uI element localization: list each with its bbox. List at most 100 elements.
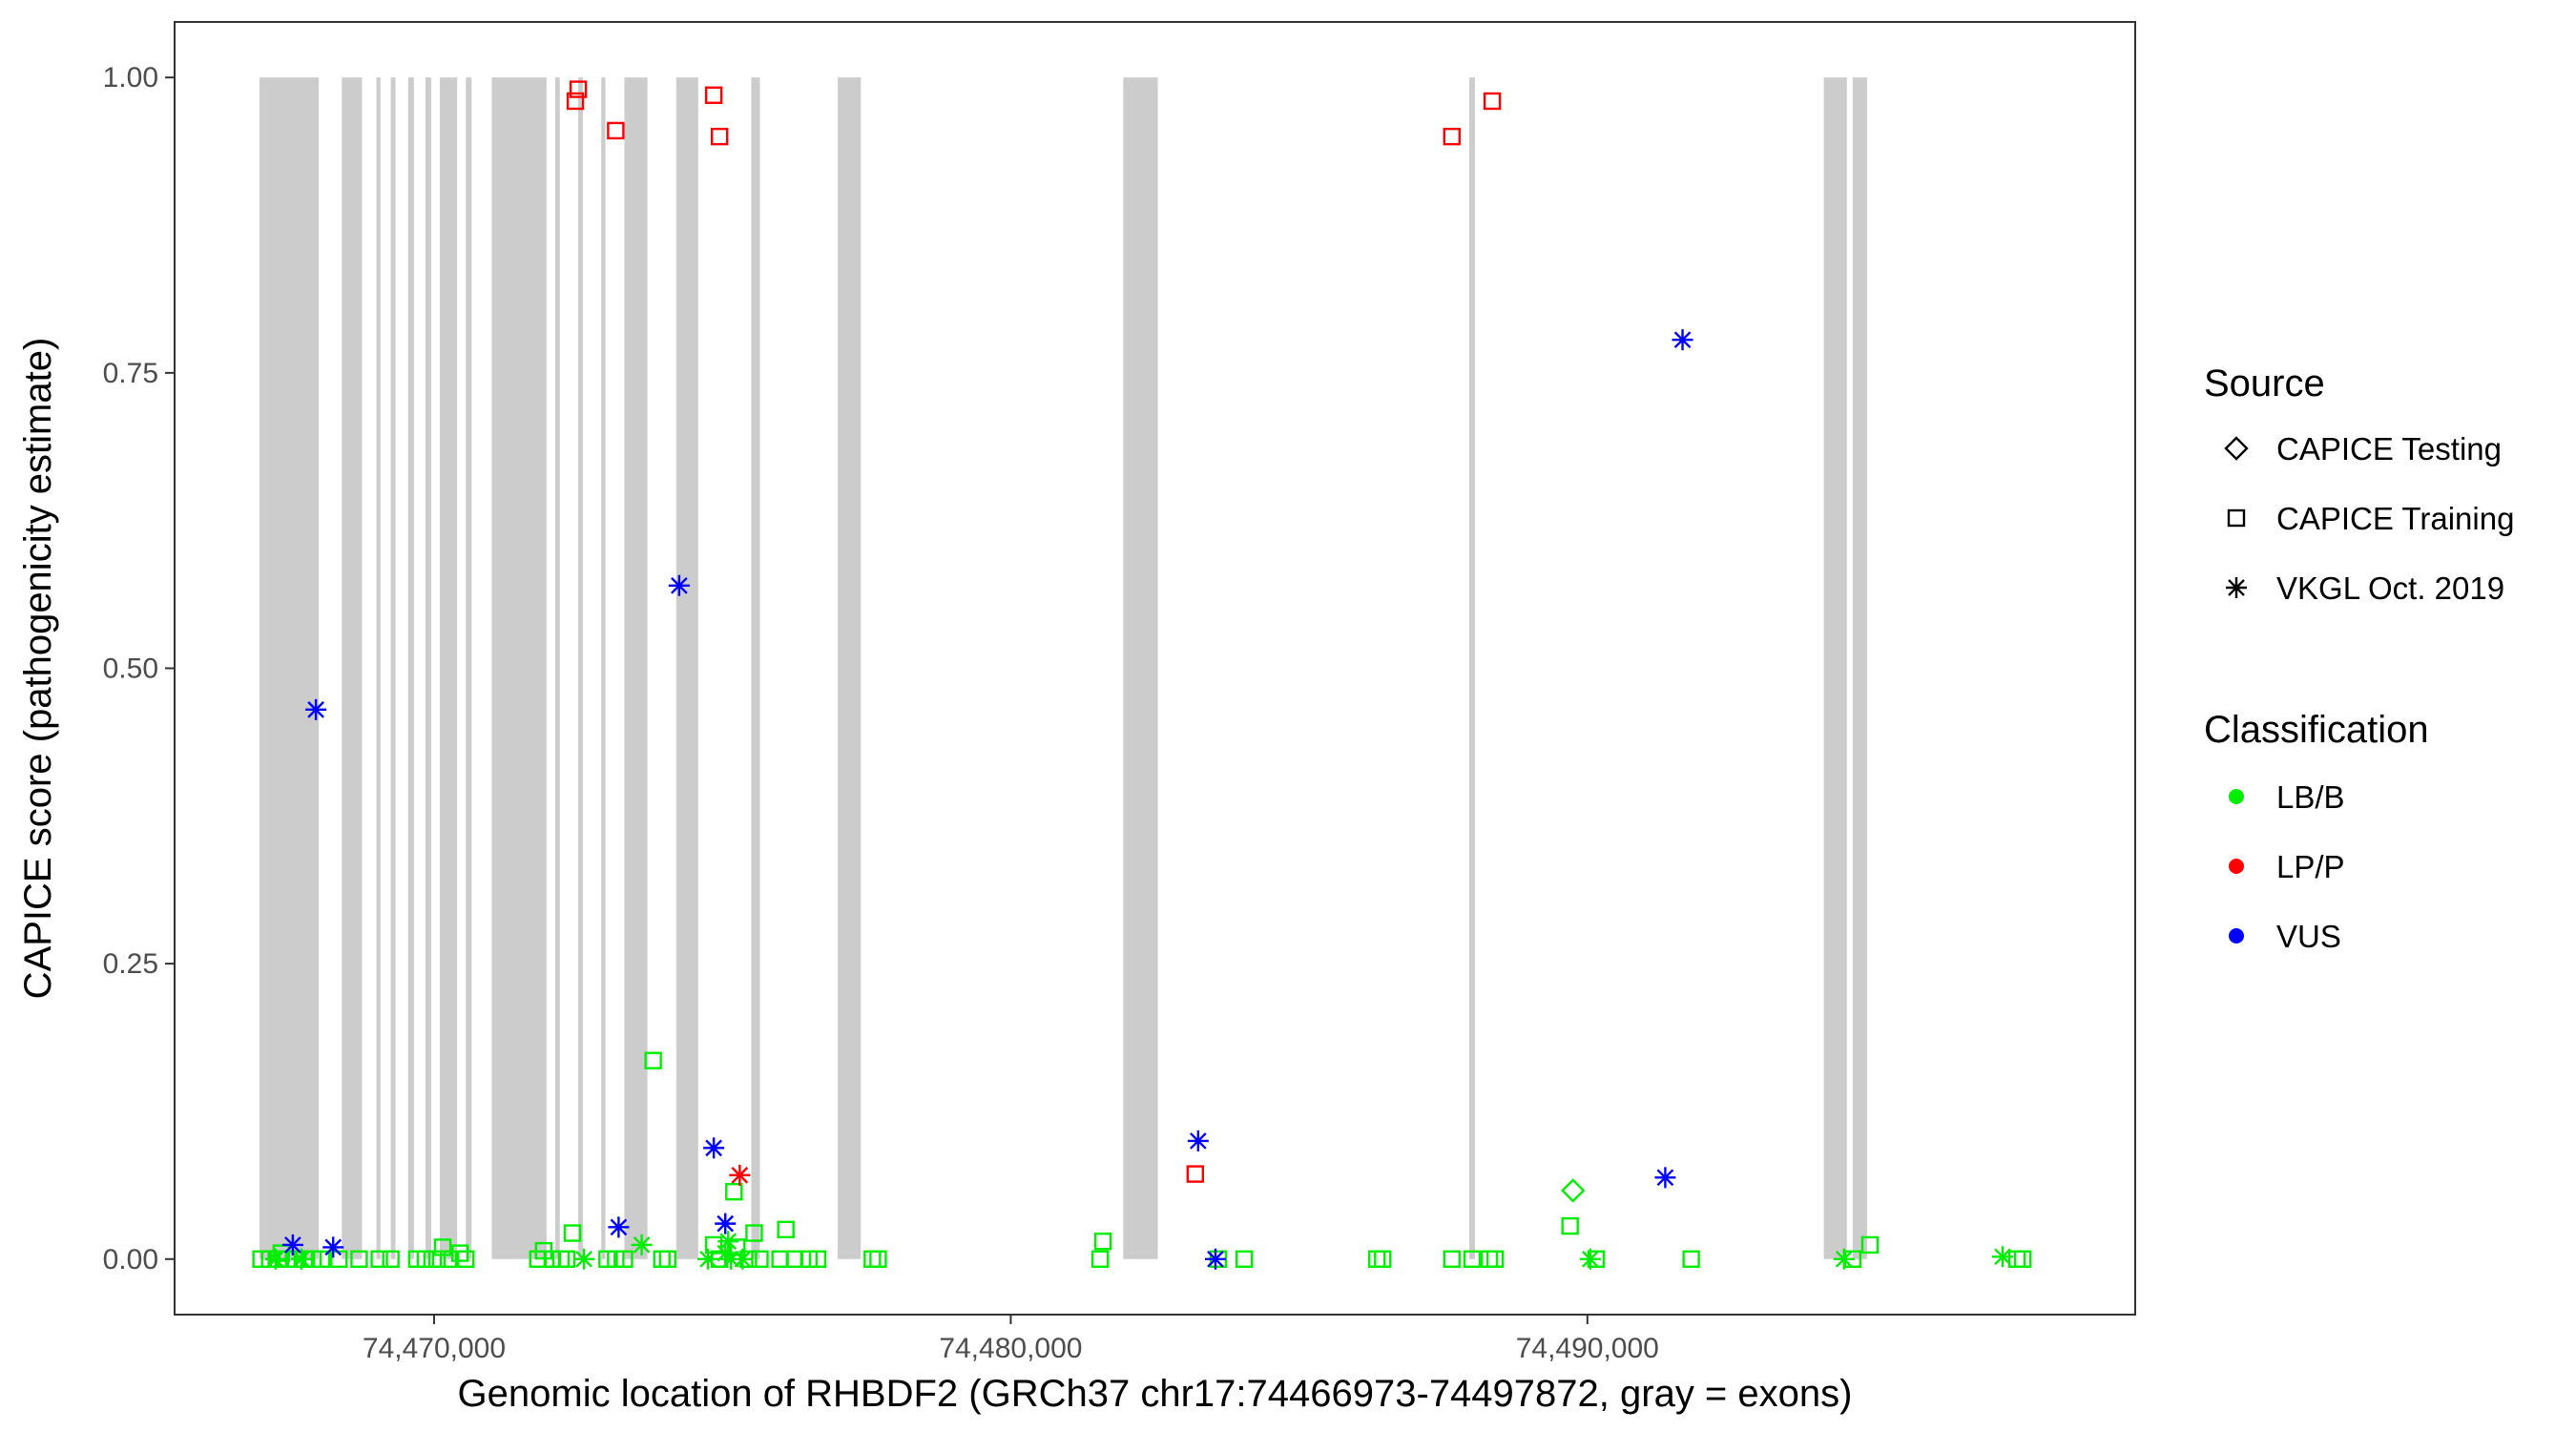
exon-band [425,77,431,1259]
data-point [608,1216,630,1238]
data-point [305,698,327,720]
x-axis-title: Genomic location of RHBDF2 (GRCh37 chr17… [458,1373,1853,1415]
data-point [1654,1167,1676,1189]
exon-band [601,77,606,1259]
data-point [1561,1178,1586,1203]
x-tick-label: 74,480,000 [939,1333,1082,1364]
legend-label: VKGL Oct. 2019 [2276,570,2504,606]
data-point [777,1220,795,1239]
data-point [1443,127,1461,146]
exon-band [1852,77,1867,1259]
data-point [1235,1250,1254,1268]
data-point [631,1234,653,1255]
exon-band [624,77,648,1259]
exon-band [491,77,547,1259]
exon-band [838,77,862,1259]
data-point [370,1250,388,1268]
data-point [1374,1250,1392,1268]
data-point [1186,1165,1205,1183]
legend-label: CAPICE Training [2276,501,2514,536]
data-point [1443,1250,1461,1268]
data-point [290,1248,312,1270]
data-point [439,1250,458,1268]
data-point [725,1182,743,1201]
data-point [1587,1250,1606,1268]
data-point [2013,1250,2032,1268]
data-point [745,1224,763,1242]
data-point [697,1248,719,1270]
exon-band [751,77,760,1259]
legend-classification-title: Classification [2204,709,2429,751]
data-point [573,1248,595,1270]
data-point [732,1248,754,1270]
data-point [563,1224,582,1242]
legend-key-dot [2229,928,2244,944]
data-point [312,1250,331,1268]
data-point [416,1250,435,1268]
data-point [1204,1248,1226,1270]
y-tick-label: 0.50 [103,653,158,685]
legend: Source CAPICE Testing CAPICE Training VKGL… [2204,363,2514,954]
y-axis-title: CAPICE score (pathogenicity estimate) [17,338,59,1000]
data-point [615,1250,634,1268]
data-point [566,92,585,111]
data-point [739,1250,758,1268]
x-tick-label: 74,470,000 [363,1333,506,1364]
data-point [1485,1250,1505,1268]
exon-band [260,77,320,1259]
data-point [869,1250,887,1268]
data-point [1561,1216,1579,1235]
legend-label: LB/B [2276,779,2345,815]
exon-band [390,77,396,1259]
exon-band [342,77,363,1259]
exon-band [1468,77,1475,1259]
data-point [322,1236,344,1258]
data-point [703,1137,725,1159]
legend-key-asterisk [2226,577,2247,598]
exon-band [675,77,698,1259]
data-point [350,1250,368,1268]
data-point [433,1238,452,1256]
exon-band [466,77,472,1259]
legend-key-diamond [2224,436,2249,461]
legend-label: VUS [2276,919,2341,954]
exon-layer [260,77,1867,1259]
legend-key-dot [2229,859,2244,874]
exon-band [407,77,414,1259]
data-point [658,1250,676,1268]
data-point [382,1250,400,1268]
y-tick-label: 0.00 [103,1244,158,1275]
data-point [607,121,625,140]
exon-band [1123,77,1158,1259]
exon-band [554,77,560,1259]
y-tick-label: 0.75 [103,358,158,389]
data-point [457,1250,475,1268]
data-point [1091,1250,1110,1268]
legend-source-title: Source [2204,363,2325,404]
y-tick-label: 0.25 [103,948,158,980]
data-point [1093,1233,1112,1251]
data-point [1860,1235,1880,1255]
data-point [1187,1130,1209,1151]
exon-band [440,77,458,1259]
legend-label: LP/P [2276,849,2345,884]
data-point [751,1250,769,1268]
data-point [569,80,588,98]
data-point [272,1244,291,1262]
data-point [710,127,729,146]
x-tick-label: 74,490,000 [1516,1333,1659,1364]
data-point [264,1248,286,1270]
point-layer [252,80,2032,1270]
data-point [668,574,690,596]
exon-band [578,77,583,1259]
exon-band [376,77,381,1259]
data-point [1991,1246,2013,1268]
data-point [1682,1250,1700,1268]
data-point [1672,329,1693,351]
data-point [729,1164,751,1186]
legend-source-items: CAPICE Testing CAPICE Training VKGL Oct. 2… [2224,431,2514,606]
data-point [720,1248,742,1270]
data-point [1483,92,1502,111]
